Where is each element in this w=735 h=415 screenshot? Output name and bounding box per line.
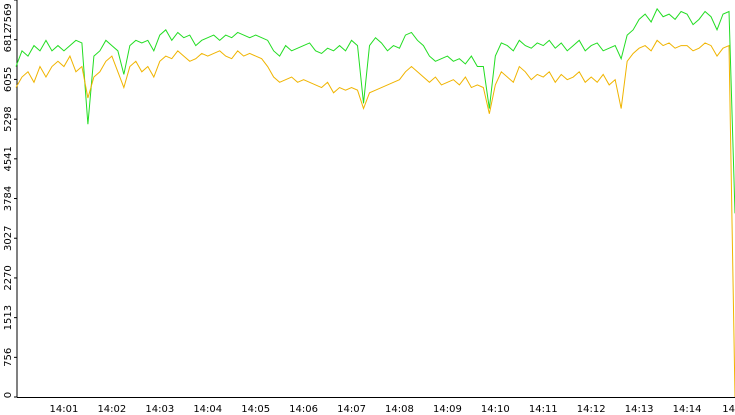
line-series [15, 7, 735, 214]
y-tick-label: 3027 [3, 226, 14, 251]
y-tick-label: 4541 [3, 146, 14, 171]
y-tick-label: 3784 [3, 186, 14, 211]
x-tick-label: 14:10 [481, 404, 510, 415]
x-tick-label: 14:14 [673, 404, 702, 415]
y-tick-label: 0 [3, 392, 14, 398]
x-tick-label: 14:09 [433, 404, 462, 415]
x-tick-label: 14:05 [241, 404, 270, 415]
x-tick-label: 14:04 [193, 404, 222, 415]
x-tick-label: 14:01 [50, 404, 79, 415]
y-tick-label: 6055 [3, 67, 14, 92]
x-tick-label: 14 [722, 404, 735, 415]
x-tick-label: 14:13 [625, 404, 654, 415]
y-tick-label: 1513 [3, 305, 14, 330]
x-tick-label: 14:06 [289, 404, 318, 415]
x-tick-label: 14:08 [385, 404, 414, 415]
y-tick-label: 7569 [3, 3, 14, 28]
y-tick-label: 5298 [3, 106, 14, 131]
y-tick-label: 6812 [3, 27, 14, 52]
y-tick-label: 756 [3, 348, 14, 367]
x-tick-label: 14:02 [97, 404, 126, 415]
y-tick-label: 2270 [3, 265, 14, 290]
line-series [15, 39, 735, 398]
x-tick-label: 14:03 [145, 404, 174, 415]
x-tick-label: 14:07 [337, 404, 366, 415]
x-tick-label: 14:12 [577, 404, 606, 415]
x-tick-label: 14:11 [529, 404, 558, 415]
